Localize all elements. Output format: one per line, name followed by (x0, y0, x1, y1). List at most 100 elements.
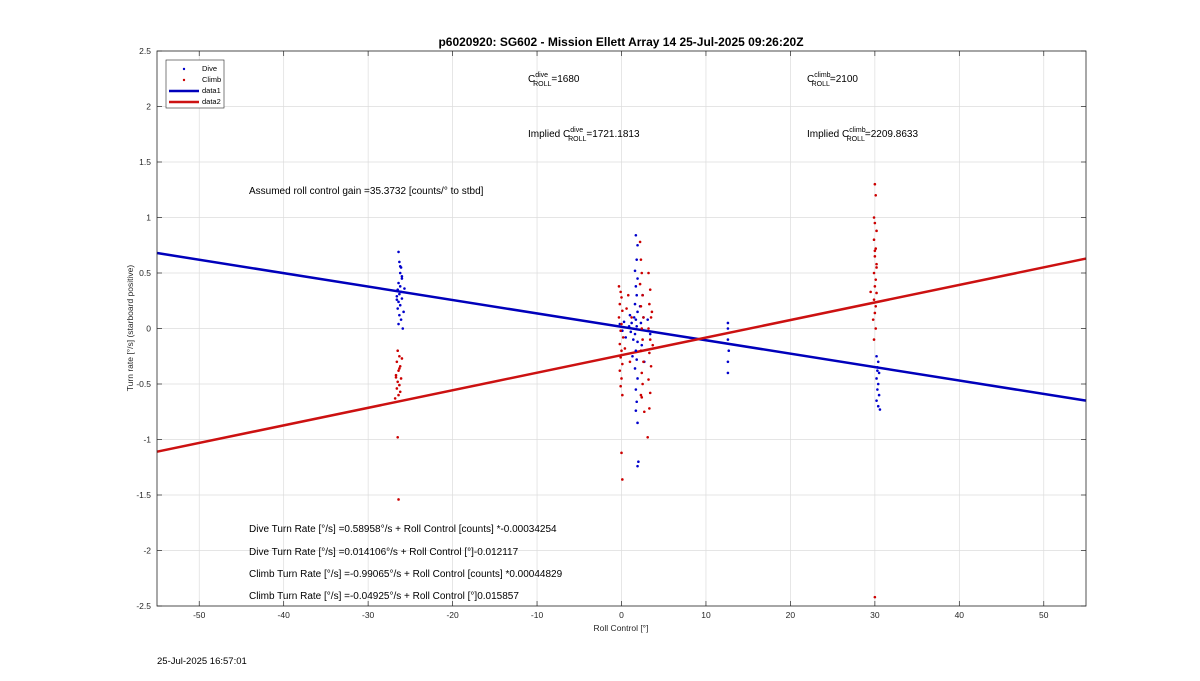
climb-point (648, 351, 651, 355)
dive-point (398, 271, 402, 275)
climb-point (640, 396, 644, 399)
climb-point (620, 377, 623, 380)
climb-point (619, 290, 622, 294)
legend: Dive Climb data1 data2 (165, 59, 225, 109)
climb-point (396, 380, 399, 384)
dive-point (395, 295, 399, 298)
dive-point (397, 250, 400, 254)
climb-point (647, 378, 650, 381)
climb-point (630, 316, 633, 319)
climb-point (875, 266, 878, 269)
climb-point (638, 240, 642, 244)
climb-point (641, 293, 644, 297)
dive-point (636, 310, 639, 314)
dive-point (396, 307, 399, 310)
dive-point (636, 277, 639, 280)
y-tick-label: 1 (146, 213, 151, 223)
climb-point (620, 451, 623, 455)
data1-fit-line (156, 251, 1087, 402)
fit-lines (156, 251, 1087, 453)
climb-point (623, 347, 627, 350)
climb-fit-counts-equation: Climb Turn Rate [°/s] =-0.99065°/s + Rol… (249, 569, 563, 580)
climb-point (619, 384, 622, 388)
climb-point (873, 311, 877, 315)
x-axis-label: Roll Control [°] (594, 623, 649, 633)
dive-fit-counts-equation: Dive Turn Rate [°/s] =0.58958°/s + Roll … (249, 524, 557, 535)
climb-point (398, 390, 402, 394)
dive-point (634, 318, 638, 321)
legend-data2-label: data2 (202, 97, 221, 106)
dive-point (634, 233, 638, 237)
climb-point (646, 435, 649, 439)
dive-point (628, 313, 632, 317)
climb-point (639, 305, 643, 308)
dive-point (636, 243, 639, 247)
climb-point (641, 338, 644, 341)
climb-point (871, 318, 875, 321)
climb-point (620, 322, 623, 326)
y-axis-label: Turn rate [°/s] (starboard positive) (125, 265, 135, 392)
dive-point (635, 258, 639, 261)
y-tick-label: -1.5 (136, 490, 151, 500)
climb-point (619, 356, 622, 359)
x-axis-ticks: -50 -40 -30 -20 -10 0 10 20 30 40 50 (193, 51, 1049, 620)
dive-point (635, 358, 639, 361)
climb-point (869, 290, 872, 294)
climb-point (395, 387, 399, 390)
dive-point (399, 318, 403, 321)
dive-point (726, 327, 730, 330)
climb-point (639, 349, 643, 353)
dive-point (398, 285, 402, 288)
dive-point (403, 287, 406, 290)
dive-point (633, 269, 637, 273)
x-tick-label: 40 (955, 610, 965, 620)
dive-point (875, 377, 878, 380)
dive-point (727, 349, 731, 353)
climb-point (400, 357, 404, 360)
climb-point (648, 407, 651, 410)
dive-point (399, 290, 403, 294)
climb-point (396, 435, 399, 439)
climb-point (617, 316, 621, 319)
climb-point (642, 360, 645, 364)
dive-point (636, 377, 639, 380)
dive-point (627, 324, 631, 328)
dive-point (640, 343, 644, 347)
dive-point (634, 349, 638, 353)
dive-point (726, 371, 730, 375)
climb-point (873, 255, 877, 258)
x-tick-label: -20 (446, 610, 459, 620)
dive-point (622, 320, 626, 324)
y-tick-label: 0 (146, 324, 151, 334)
dive-point (646, 318, 649, 321)
y-tick-label: -2.5 (136, 601, 151, 611)
dive-point (633, 332, 637, 336)
implied-c-roll-dive-annotation: Implied Cdive ROLL=1721.1813 (528, 127, 640, 143)
dive-point (876, 388, 879, 391)
climb-point (651, 343, 655, 347)
climb-point (398, 364, 402, 368)
x-tick-label: -10 (531, 610, 544, 620)
climb-point (872, 238, 876, 241)
legend-climb-label: Climb (202, 75, 221, 84)
dive-point (400, 277, 404, 280)
climb-point (639, 258, 643, 261)
climb-point (873, 182, 877, 186)
x-tick-label: 20 (786, 610, 796, 620)
climb-point (621, 309, 624, 313)
climb-point (393, 397, 397, 400)
implied-c-roll-climb-annotation: Implied Cclimb ROLL=2209.8633 (807, 127, 918, 143)
dive-point (402, 310, 405, 314)
dive-point (637, 460, 640, 464)
legend-climb-marker (182, 78, 186, 82)
climb-point (874, 247, 878, 250)
climb-point (620, 296, 623, 299)
climb-point (396, 349, 399, 353)
climb-point (874, 327, 878, 330)
legend-dive-marker (182, 67, 186, 71)
climb-point (620, 349, 623, 353)
climb-point (640, 371, 644, 375)
dive-point (398, 313, 401, 317)
climb-fit-degrees-equation: Climb Turn Rate [°/s] =-0.04925°/s + Rol… (249, 591, 519, 602)
climb-point (647, 327, 650, 330)
